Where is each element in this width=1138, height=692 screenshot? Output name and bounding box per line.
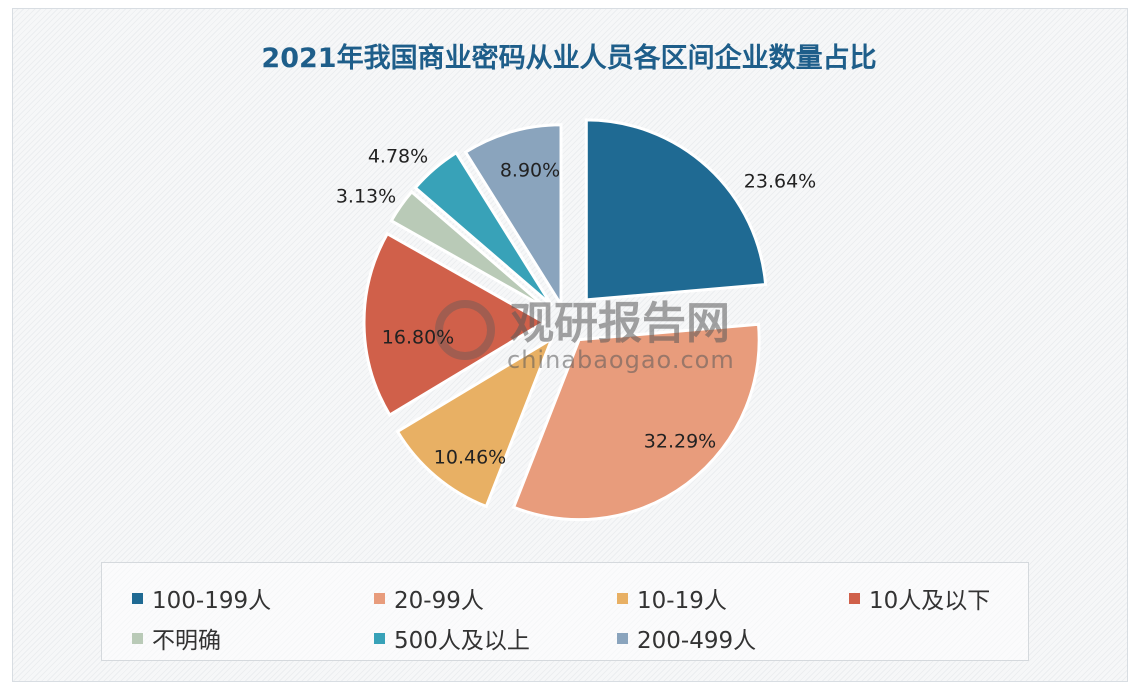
legend-item: 20-99人	[374, 581, 484, 615]
pie-slice-0	[584, 118, 768, 302]
pie-slice-4	[389, 189, 549, 311]
legend-item: 不明确	[132, 621, 221, 655]
pie-slice-3	[362, 231, 547, 418]
legend-swatch	[132, 632, 143, 644]
chart-title: 2021年我国商业密码从业人员各区间企业数量占比	[261, 43, 877, 74]
legend-item: 10-19人	[617, 581, 727, 615]
legend-item: 200-499人	[617, 621, 756, 655]
legend-swatch	[132, 592, 143, 604]
legend-swatch	[849, 592, 860, 604]
data-label-3: 16.80%	[382, 327, 454, 349]
pie-slice-2	[395, 335, 555, 509]
data-label-4: 3.13%	[336, 186, 396, 208]
legend-label: 200-499人	[637, 628, 757, 654]
legend-label: 100-199人	[152, 588, 272, 614]
data-label-5: 4.78%	[368, 146, 428, 168]
legend-swatch	[374, 632, 385, 644]
data-label-2: 10.46%	[434, 447, 506, 469]
legend-item: 10人及以下	[849, 581, 990, 615]
legend: 100-199人 20-99人 10-19人 10人及以下不明确 500人及以上 200-…	[101, 562, 1029, 661]
data-label-1: 32.29%	[644, 431, 716, 453]
legend-swatch	[374, 592, 385, 604]
legend-label: 500人及以上	[394, 628, 530, 654]
legend-swatch	[617, 632, 628, 644]
data-label-0: 23.64%	[744, 171, 816, 193]
legend-swatch	[617, 592, 628, 604]
watermark-logo-icon	[435, 300, 495, 360]
legend-label: 不明确	[152, 628, 221, 654]
legend-label: 10-19人	[637, 588, 727, 614]
legend-item: 500人及以上	[374, 621, 530, 655]
watermark-url: chinabaogao.com	[507, 346, 735, 374]
legend-label: 20-99人	[394, 588, 484, 614]
legend-label: 10人及以下	[869, 588, 991, 614]
pie-slice-5	[413, 150, 553, 307]
pie-slice-6	[463, 123, 563, 310]
watermark-logo-text: 观研报告网	[510, 298, 730, 349]
legend-item: 100-199人	[132, 581, 271, 615]
pie-slice-1	[511, 322, 761, 522]
data-label-6: 8.90%	[500, 160, 560, 182]
